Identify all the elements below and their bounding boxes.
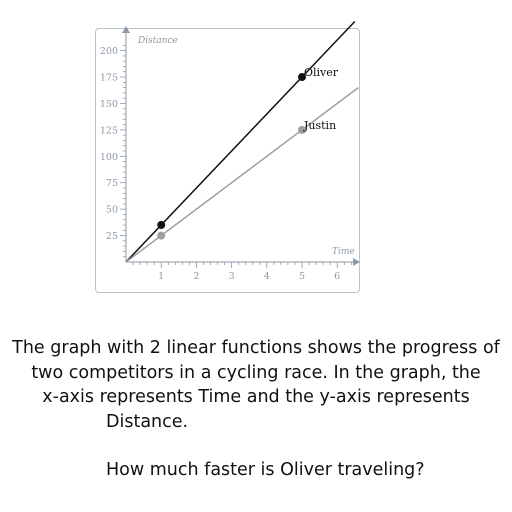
y-tick-label: 50 bbox=[106, 205, 118, 216]
oliver-line bbox=[125, 21, 356, 263]
question-line-4: Distance. bbox=[106, 411, 189, 432]
y-tick-label: 125 bbox=[100, 125, 118, 136]
question-line-1: The graph with 2 linear functions shows … bbox=[12, 338, 500, 358]
justin-label: Justin bbox=[303, 119, 336, 132]
y-tick-label: 200 bbox=[100, 46, 118, 57]
oliver-point bbox=[298, 73, 306, 82]
oliver-point bbox=[157, 221, 166, 230]
justin-point bbox=[298, 125, 306, 134]
y-tick-label: 75 bbox=[106, 178, 118, 189]
x-tick-label: 3 bbox=[229, 271, 235, 282]
y-tick-label: 175 bbox=[100, 73, 118, 84]
x-tick-label: 5 bbox=[299, 271, 305, 282]
x-tick-label: 2 bbox=[193, 271, 199, 282]
y-tick-label: 100 bbox=[100, 152, 118, 163]
justin-point bbox=[157, 231, 166, 240]
x-tick-label: 1 bbox=[158, 271, 164, 282]
y-axis-arrow bbox=[122, 26, 130, 33]
y-axis-label: Distance bbox=[137, 36, 178, 46]
x-axis-arrow bbox=[353, 258, 360, 266]
justin-line bbox=[125, 86, 359, 263]
y-tick-label: 150 bbox=[100, 99, 118, 110]
x-tick-label: 4 bbox=[264, 271, 270, 282]
distance-time-chart: 25 50 75 100 125 150 175 200 1 2 3 4 5 6 Distance Time O… bbox=[100, 21, 360, 282]
y-tick-label: 25 bbox=[106, 231, 118, 242]
oliver-label: Oliver bbox=[304, 66, 339, 79]
question-ask: How much faster is Oliver traveling? bbox=[106, 460, 425, 480]
x-axis-label: Time bbox=[332, 247, 355, 257]
question-line-3: x-axis represents Time and the y-axis re… bbox=[42, 387, 470, 407]
question-line-2: two competitors in a cycling race. In th… bbox=[31, 362, 481, 383]
question-text: The graph with 2 linear functions shows … bbox=[0, 336, 512, 483]
x-tick-label: 6 bbox=[334, 271, 340, 282]
